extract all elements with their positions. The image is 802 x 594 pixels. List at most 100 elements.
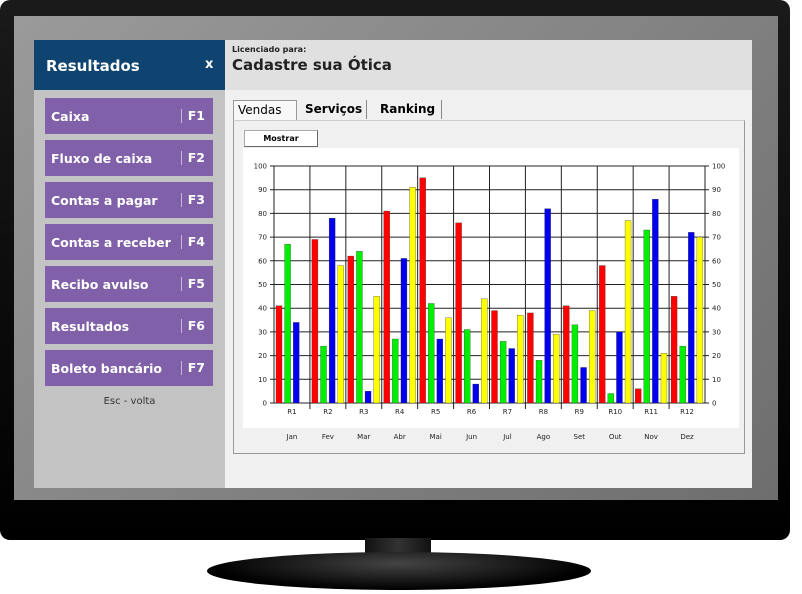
y-tick-label-left: 30: [258, 328, 267, 336]
menu-item-label: Recibo avulso: [51, 277, 149, 292]
x-month-label: Fev: [322, 433, 334, 441]
close-button[interactable]: x: [205, 57, 214, 72]
x-month-label: Set: [574, 433, 586, 441]
monitor-stand-base: [207, 552, 591, 590]
x-month-label: Dez: [680, 433, 694, 441]
bar-red-R2: [311, 239, 319, 404]
x-category-label: R10: [608, 408, 622, 416]
menu-item-label: Boleto bancário: [51, 361, 162, 376]
x-category-label: R9: [575, 408, 584, 416]
menu-item-shortcut: F1: [180, 109, 205, 123]
bar-red-R10: [599, 265, 606, 404]
bar-green-R8: [535, 360, 543, 404]
show-button[interactable]: Mostrar: [244, 130, 318, 147]
y-tick-label-left: 80: [258, 210, 267, 218]
y-tick-label-left: 70: [258, 234, 267, 242]
x-category-label: R8: [539, 408, 548, 416]
company-name: Cadastre sua Ótica: [232, 56, 392, 74]
x-month-label: Mar: [357, 433, 370, 441]
menu-item-recibo-avulso[interactable]: Recibo avulso F5: [45, 266, 213, 302]
x-month-label: Ago: [537, 433, 551, 441]
menu-item-boleto-banc-rio[interactable]: Boleto bancário F7: [45, 350, 213, 386]
bar-blue-R6: [472, 383, 479, 404]
menu-item-label: Contas a receber: [51, 235, 171, 250]
y-tick-label-left: 60: [258, 257, 267, 265]
bar-green-R9: [571, 324, 579, 404]
main-header: Licenciado para: Cadastre sua Ótica: [225, 40, 752, 90]
x-category-label: R7: [503, 408, 512, 416]
bar-green-R6: [464, 329, 471, 404]
x-month-label: Jul: [502, 433, 512, 441]
y-tick-label-right: 40: [712, 305, 721, 313]
menu-item-shortcut: F3: [180, 193, 205, 207]
bar-green-R11: [643, 229, 650, 404]
y-tick-label-right: 90: [712, 186, 721, 194]
bar-red-R8: [527, 312, 534, 404]
bar-yellow-R8: [553, 334, 560, 404]
x-category-label: R11: [644, 408, 658, 416]
bar-yellow-R7: [517, 315, 524, 404]
tab-vendas[interactable]: Vendas: [233, 100, 297, 121]
tab-servicos[interactable]: Serviços: [299, 100, 367, 119]
bar-blue-R7: [508, 348, 515, 404]
bar-blue-R12: [688, 232, 695, 404]
bar-yellow-R4: [409, 187, 416, 404]
y-tick-label-left: 100: [254, 163, 267, 171]
x-category-label: R3: [359, 408, 368, 416]
app-window: Resultados x Caixa F1 Fluxo de caixa F2 Cont…: [34, 40, 752, 488]
bar-yellow-R9: [588, 310, 596, 404]
x-month-label: Nov: [644, 433, 658, 441]
bar-yellow-R11: [660, 353, 668, 404]
menu-item-contas-a-receber[interactable]: Contas a receber F4: [45, 224, 213, 260]
menu-item-fluxo-de-caixa[interactable]: Fluxo de caixa F2: [45, 140, 213, 176]
x-month-label: Mai: [429, 433, 441, 441]
y-tick-label-right: 100: [712, 163, 725, 171]
chart-panel: Mostrar 0 0 10 10 20 20 30 30 40 40 50 50 60 60 70 70 80…: [233, 120, 745, 454]
y-tick-label-right: 30: [712, 328, 721, 336]
bar-green-R3: [356, 251, 363, 404]
sidebar-header: Resultados x: [34, 40, 225, 90]
y-tick-label-left: 0: [263, 400, 267, 408]
menu-item-caixa[interactable]: Caixa F1: [45, 98, 213, 134]
bar-yellow-R3: [373, 296, 380, 404]
y-tick-label-left: 90: [258, 186, 267, 194]
licensed-label: Licenciado para:: [232, 45, 307, 54]
bar-blue-R5: [436, 338, 444, 404]
bar-blue-R10: [616, 331, 623, 404]
x-category-label: R1: [287, 408, 296, 416]
bar-blue-R2: [328, 217, 336, 404]
y-tick-label-right: 20: [712, 352, 721, 360]
x-month-label: Abr: [394, 433, 406, 441]
x-category-label: R2: [323, 408, 332, 416]
bar-green-R7: [499, 341, 507, 404]
y-tick-label-right: 0: [712, 400, 716, 408]
menu-item-shortcut: F6: [180, 319, 205, 333]
y-tick-label-left: 40: [258, 305, 267, 313]
x-month-label: Jun: [465, 433, 477, 441]
sidebar-menu: Caixa F1 Fluxo de caixa F2 Contas a pagar F3 C…: [34, 90, 225, 488]
bar-blue-R8: [544, 208, 551, 404]
menu-item-resultados[interactable]: Resultados F6: [45, 308, 213, 344]
bar-red-R9: [563, 305, 570, 404]
bar-green-R10: [607, 393, 615, 404]
y-tick-label-left: 10: [258, 376, 267, 384]
x-category-label: R5: [431, 408, 440, 416]
escape-hint: Esc - volta: [103, 396, 156, 407]
menu-item-contas-a-pagar[interactable]: Contas a pagar F3: [45, 182, 213, 218]
menu-item-shortcut: F2: [180, 151, 205, 165]
menu-item-label: Resultados: [51, 319, 130, 334]
x-month-label: Out: [609, 433, 622, 441]
bar-yellow-R5: [445, 317, 452, 404]
bar-blue-R11: [652, 199, 659, 404]
bar-chart: 0 0 10 10 20 20 30 30 40 40 50 50 60 60 70 70 80 80 90 90 10…: [243, 148, 739, 441]
bar-blue-R3: [364, 390, 372, 404]
menu-item-shortcut: F5: [180, 277, 205, 291]
bar-green-R2: [320, 345, 327, 404]
bar-blue-R4: [400, 258, 408, 404]
menu-item-shortcut: F4: [180, 235, 205, 249]
y-tick-label-right: 60: [712, 257, 721, 265]
tab-ranking[interactable]: Ranking: [374, 100, 443, 119]
bar-yellow-R10: [624, 220, 632, 404]
y-tick-label-right: 10: [712, 376, 721, 384]
bar-red-R6: [455, 222, 462, 404]
